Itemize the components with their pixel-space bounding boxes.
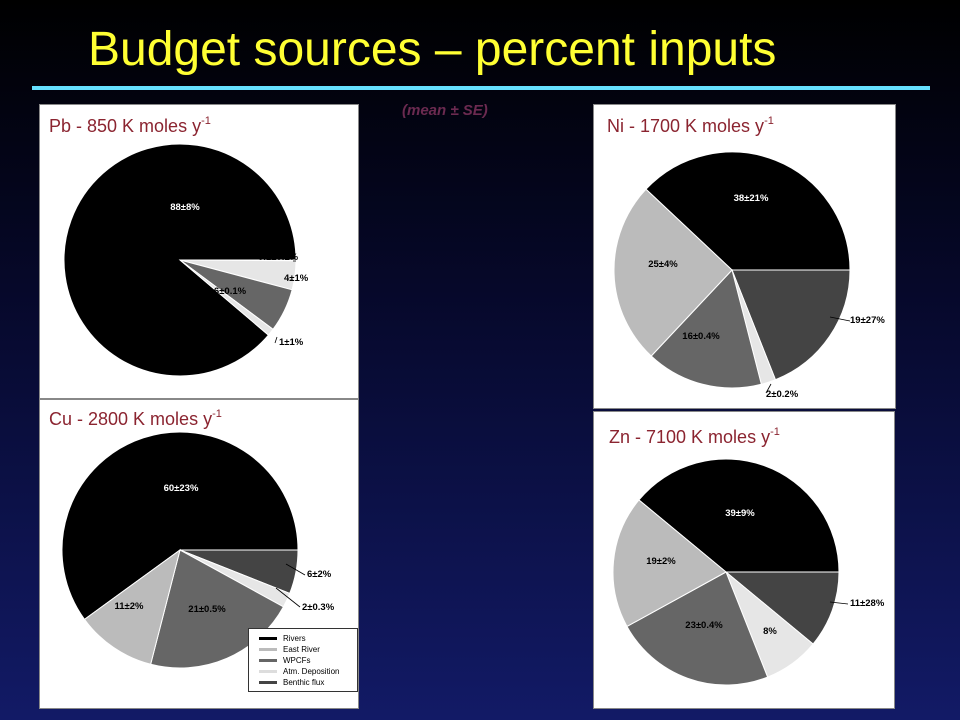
cu-leader-line-1 <box>285 563 306 576</box>
ni-data-label-3: 16±0.4% <box>682 331 720 342</box>
legend-swatch <box>259 637 277 640</box>
cu-title-text: Cu - 2800 K moles y <box>49 409 213 429</box>
legend-item-wpcfs: WPCFs <box>259 655 351 666</box>
zn-data-label-2: 8% <box>763 626 777 637</box>
ni-data-label-0: 38±21% <box>734 193 769 204</box>
ni-data-label-2: 2±0.2% <box>766 389 799 400</box>
ni-slice-rivers-0 <box>645 151 851 271</box>
pb-data-label-4: 1±1% <box>279 337 304 348</box>
pb-data-label-1: 0.1±0.1% <box>258 252 299 263</box>
ni-slice-wpcfs-3 <box>650 268 762 389</box>
pb-data-label-2: 4±1% <box>284 273 309 284</box>
zn-data-label-4: 19±2% <box>646 556 676 567</box>
zn-chart-panel: Zn - 7100 K moles y-1 39±9% 11±28% 8% 23±0.… <box>593 411 895 709</box>
zn-leader-line-1 <box>829 601 849 605</box>
slide-title: Budget sources – percent inputs <box>88 23 777 76</box>
pb-pie-chart: 88±8% 0.1±0.1% 4±1% 6±0.1% 1±1% <box>63 143 309 377</box>
ni-chart-title: Ni - 1700 K moles y-1 <box>607 115 774 137</box>
ni-chart-panel: Ni - 1700 K moles y-1 38±21% 19±27% 2±0.2%… <box>593 104 896 409</box>
legend-label: East River <box>283 645 320 654</box>
ni-leader-line-1 <box>829 316 851 322</box>
legend-label: Atm. Deposition <box>283 667 340 676</box>
cu-chart-panel: Cu - 2800 K moles y-1 60±23% 6±2% 2±0.3% 21… <box>39 399 359 709</box>
pb-slice-atm-deposition-4 <box>179 259 274 336</box>
slide-subtitle: (mean ± SE) <box>402 102 488 119</box>
legend-label: Benthic flux <box>283 678 325 687</box>
pb-chart-panel: Pb - 850 K moles y-1 88±8% 0.1±0.1% 4±1% 6±… <box>39 104 359 399</box>
ni-data-label-1: 19±27% <box>850 315 885 326</box>
zn-title-text: Zn - 7100 K moles y <box>609 427 771 447</box>
cu-chart-title: Cu - 2800 K moles y-1 <box>49 408 222 430</box>
pb-data-label-3: 6±0.1% <box>214 286 247 297</box>
zn-slice-rivers-0 <box>638 458 840 573</box>
legend-item-atm-deposition: Atm. Deposition <box>259 666 351 677</box>
ni-slice-benthic-flux-1 <box>731 269 851 381</box>
zn-slice-east-river-4 <box>612 499 727 628</box>
ni-leader-line-2 <box>765 383 772 394</box>
legend-label: WPCFs <box>283 656 311 665</box>
legend-swatch <box>259 681 277 684</box>
ni-title-text: Ni - 1700 K moles y <box>607 116 765 136</box>
pb-leader-line-4 <box>274 336 278 344</box>
zn-chart-title: Zn - 7100 K moles y-1 <box>609 426 780 448</box>
legend-item-benthic-flux: Benthic flux <box>259 677 351 688</box>
ni-data-label-4: 25±4% <box>648 259 678 270</box>
ni-pie-chart: 38±21% 19±27% 2±0.2% 16±0.4% 25±4% <box>613 151 885 400</box>
pb-chart-title: Pb - 850 K moles y-1 <box>49 115 211 137</box>
cu-data-label-0: 60±23% <box>164 483 199 494</box>
zn-title-exponent: -1 <box>770 426 780 438</box>
ni-title-exponent: -1 <box>764 115 774 127</box>
legend-item-east-river: East River <box>259 644 351 655</box>
zn-slice-wpcfs-3 <box>626 571 769 686</box>
pb-data-label-0: 88±8% <box>170 202 200 213</box>
legend-swatch <box>259 670 277 673</box>
zn-data-label-3: 23±0.4% <box>685 620 723 631</box>
cu-pie-chart: 60±23% 6±2% 2±0.3% 21±0.5% 11±2% <box>61 431 335 669</box>
pb-title-exponent: -1 <box>201 115 211 127</box>
cu-slice-rivers-0 <box>61 431 299 621</box>
zn-data-label-1: 11±28% <box>850 598 885 609</box>
legend-swatch <box>259 659 277 662</box>
ni-slice-east-river-4 <box>613 188 733 357</box>
title-divider <box>32 86 930 90</box>
zn-pie-chart: 39±9% 11±28% 8% 23±0.4% 19±2% <box>612 458 885 686</box>
cu-leader-line-2 <box>275 587 301 608</box>
cu-data-label-3: 21±0.5% <box>188 604 226 615</box>
pb-title-text: Pb - 850 K moles y <box>49 116 202 136</box>
cu-slice-east-river-4 <box>83 548 181 665</box>
cu-title-exponent: -1 <box>212 408 222 420</box>
chart-legend: Rivers East River WPCFs Atm. Deposition Bent… <box>248 628 358 692</box>
cu-data-label-1: 6±2% <box>307 569 332 580</box>
zn-slice-benthic-flux-1 <box>724 571 840 645</box>
cu-data-label-2: 2±0.3% <box>302 602 335 613</box>
legend-swatch <box>259 648 277 651</box>
legend-label: Rivers <box>283 634 306 643</box>
legend-item-rivers: Rivers <box>259 633 351 644</box>
zn-data-label-0: 39±9% <box>725 508 755 519</box>
cu-data-label-4: 11±2% <box>115 601 145 612</box>
